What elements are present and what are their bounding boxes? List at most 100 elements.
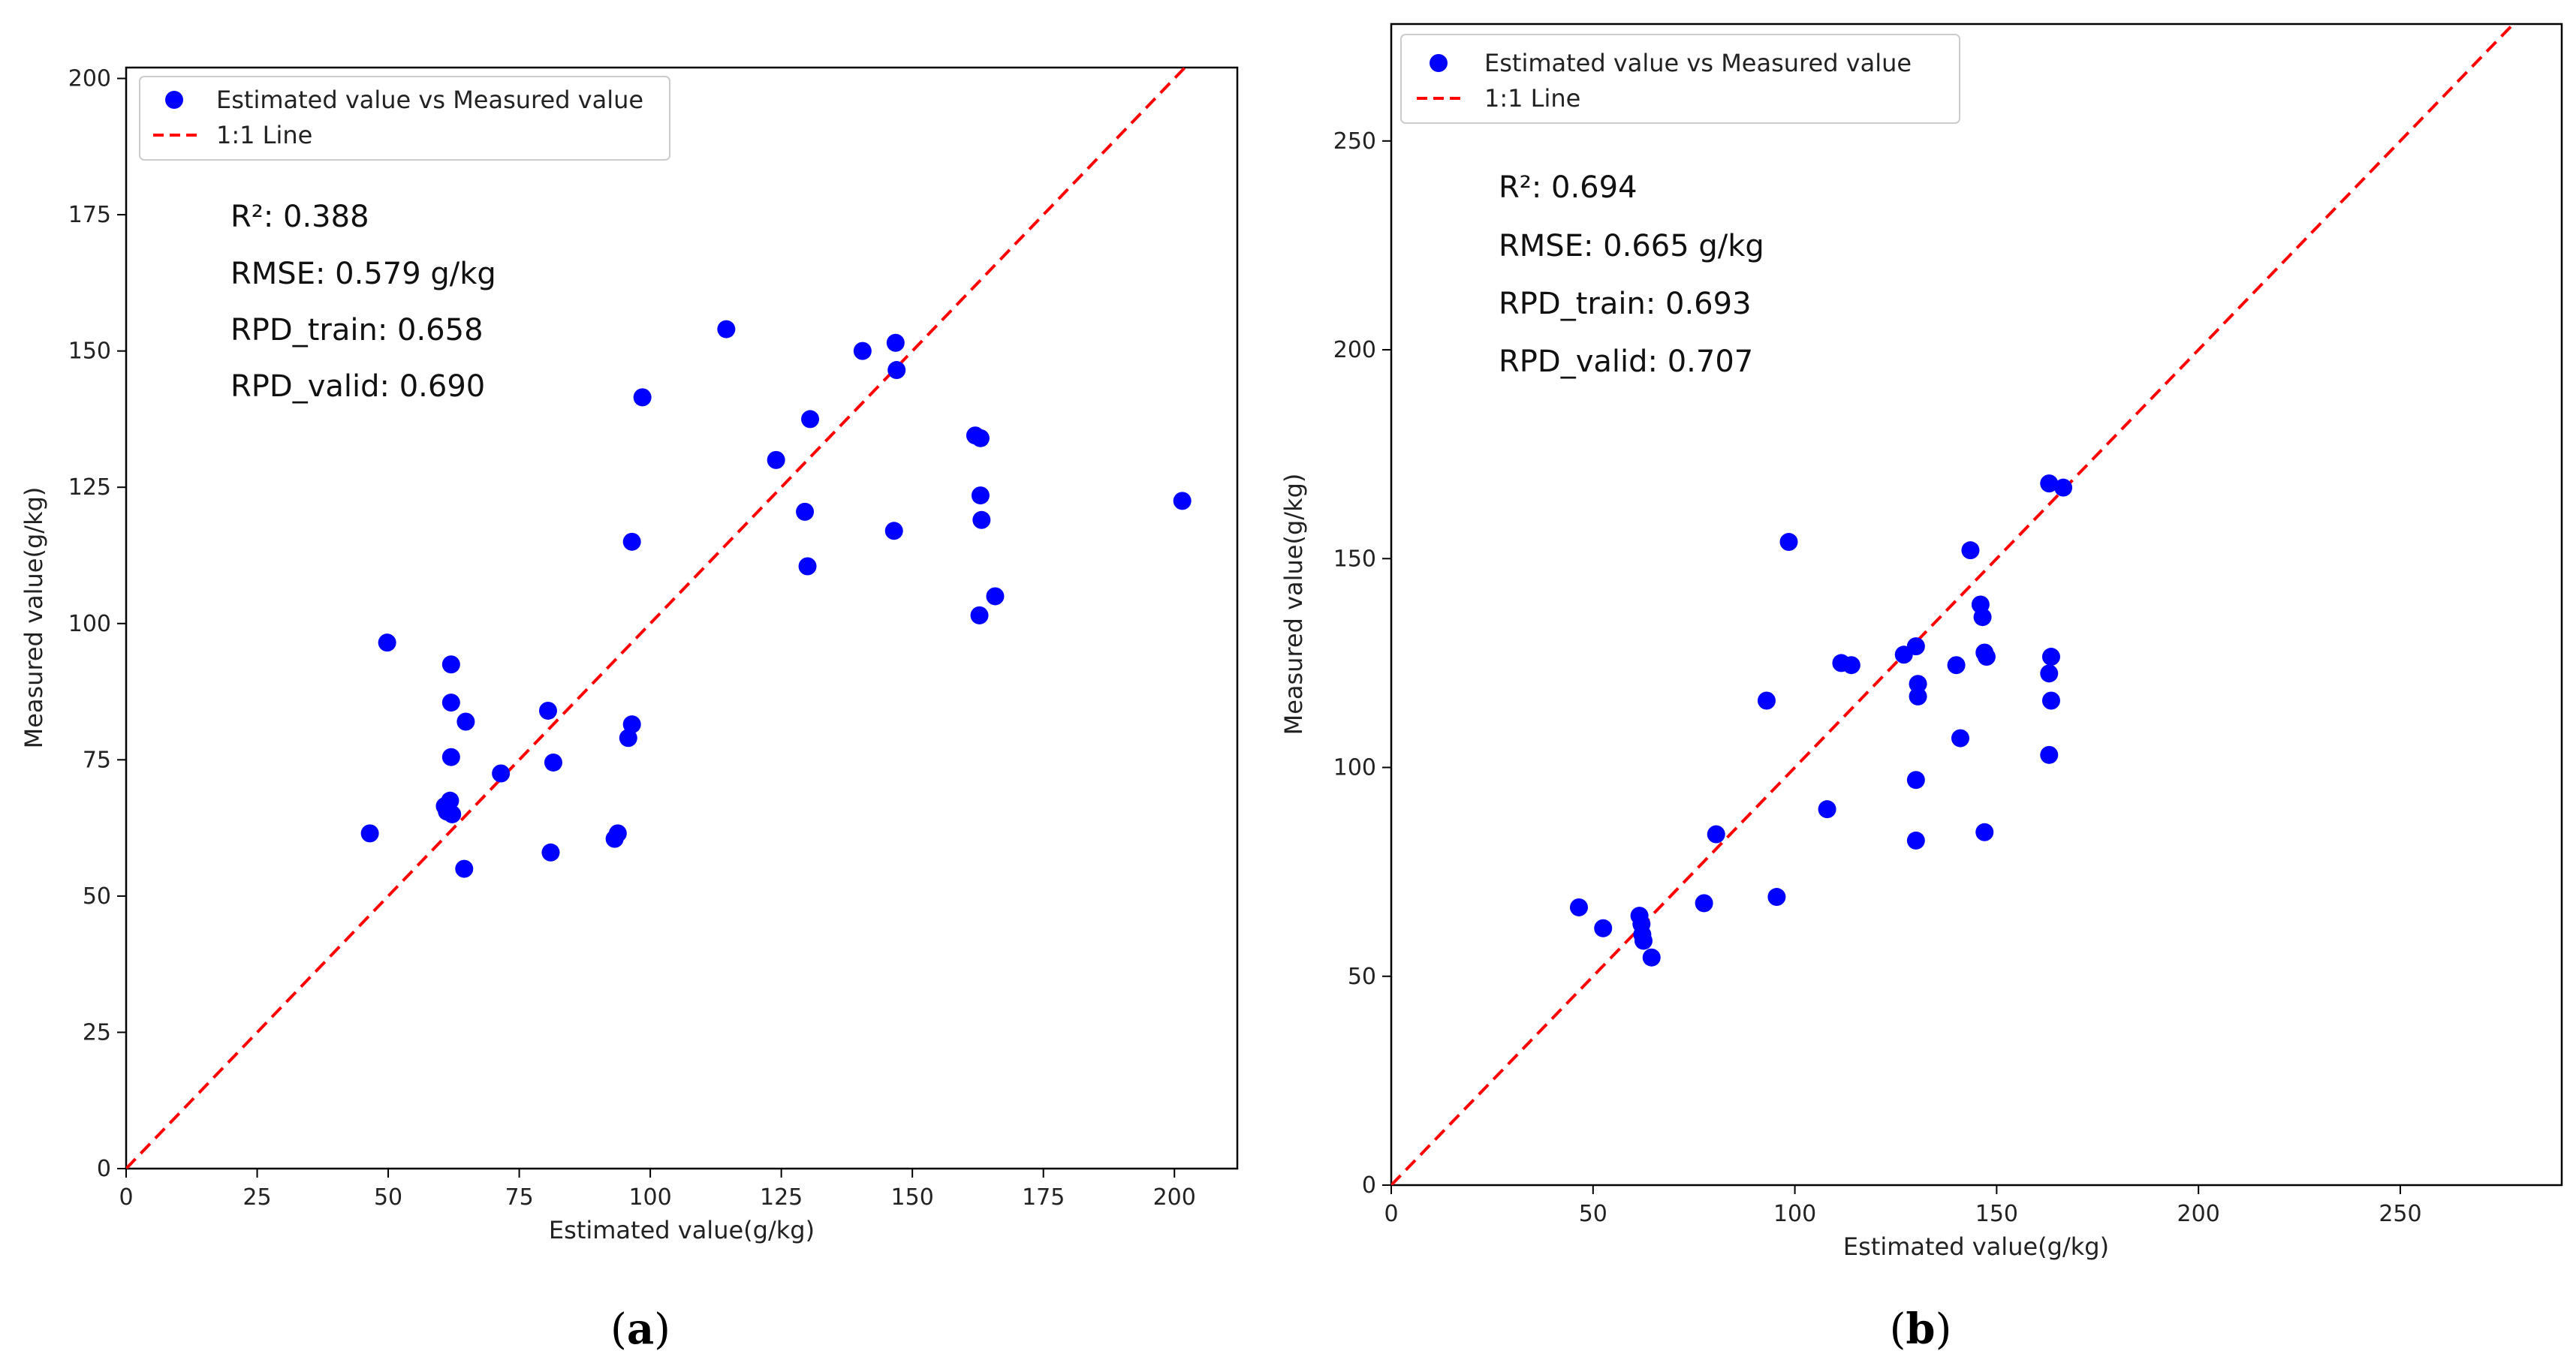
chart-a-data-point xyxy=(541,843,560,862)
chart-a-y-tick-label: 150 xyxy=(68,338,111,365)
chart-a-x-tick-label: 125 xyxy=(760,1184,803,1211)
chart-a-x-tick-label: 75 xyxy=(505,1184,533,1211)
chart-b-y-tick-label: 0 xyxy=(1362,1172,1376,1199)
chart-a-y-axis-label: Measured value(g/kg) xyxy=(20,487,48,749)
chart-b-data-point xyxy=(1909,675,1927,694)
chart-a-data-point xyxy=(360,824,379,843)
chart-b-ticks: 0 50 100 150 200 250 0 50 100 150 200 250 xyxy=(1333,128,2422,1227)
chart-b-data-point xyxy=(2040,474,2059,493)
chart-a-data-point xyxy=(887,361,906,380)
chart-a-data-point xyxy=(798,557,817,576)
chart-a-stat-rmse: RMSE: 0.579 g/kg xyxy=(230,257,496,291)
chart-b-data-point xyxy=(1973,608,1992,627)
chart-a-stats: R²: 0.388 RMSE: 0.579 g/kg RPD_train: 0.… xyxy=(230,200,496,404)
chart-b-data-point xyxy=(1951,729,1969,748)
chart-a-data-point xyxy=(441,655,460,674)
chart-b-data-point xyxy=(1594,919,1613,937)
chart-b-data-point xyxy=(1779,533,1798,552)
chart-b-x-axis-label: Estimated value(g/kg) xyxy=(1843,1232,2109,1261)
chart-a-data-point xyxy=(717,320,736,338)
chart-a-y-tick-label: 125 xyxy=(68,474,111,501)
chart-b-data-point xyxy=(1947,656,1966,675)
chart-a-data-point xyxy=(986,587,1005,606)
chart-a-data-point xyxy=(970,606,989,624)
chart-b-x-tick-label: 200 xyxy=(2177,1201,2220,1227)
chart-b-stat-rmse: RMSE: 0.665 g/kg xyxy=(1499,229,1764,263)
chart-a-data-point xyxy=(971,429,990,447)
chart-b-data-point xyxy=(1707,825,1725,844)
chart-b-legend-box xyxy=(1400,34,1960,124)
chart-a-ticks: 0 25 50 75 100 125 150 175 200 0 25 50 75 100 125 150 17… xyxy=(68,66,1196,1211)
chart-b-stats: R²: 0.694 RMSE: 0.665 g/kg RPD_train: 0.… xyxy=(1499,170,1764,379)
chart-a-x-tick-label: 150 xyxy=(891,1184,934,1211)
chart-b-data-point xyxy=(2054,478,2073,497)
chart-a-y-tick-label: 200 xyxy=(68,66,111,92)
chart-a-data-point xyxy=(622,715,641,734)
chart-b-x-tick-label: 100 xyxy=(1773,1201,1816,1227)
chart-b-stat-r2: R²: 0.694 xyxy=(1499,170,1637,205)
chart-a-legend-scatter-label: Estimated value vs Measured value xyxy=(216,86,643,114)
chart-a-legend-line-label: 1:1 Line xyxy=(216,121,312,149)
chart-a-data-point xyxy=(886,333,905,352)
chart-a-legend: Estimated value vs Measured value 1:1 Li… xyxy=(139,76,670,161)
chart-a-legend-scatter-marker xyxy=(165,91,183,109)
chart-a-x-tick-label: 200 xyxy=(1153,1184,1196,1211)
chart-b-x-tick-label: 250 xyxy=(2379,1201,2421,1227)
chart-b-data-point xyxy=(1909,687,1927,706)
chart-a-x-tick-label: 100 xyxy=(628,1184,671,1211)
chart-a-data-point xyxy=(544,753,562,772)
chart-a-data-point xyxy=(633,388,652,407)
chart-a-data-point xyxy=(441,791,459,810)
chart-b-y-tick-label: 250 xyxy=(1333,128,1376,155)
chart-a-x-tick-label: 175 xyxy=(1022,1184,1065,1211)
chart-b-data-point xyxy=(1757,691,1776,710)
chart-a-one-to-one-line xyxy=(126,68,1187,1169)
chart-b-y-tick-label: 200 xyxy=(1333,337,1376,363)
chart-b-legend-scatter-label: Estimated value vs Measured value xyxy=(1484,49,1912,77)
chart-b-y-tick-label: 150 xyxy=(1333,546,1376,572)
chart-a-data-point xyxy=(971,486,990,505)
chart-b-data-point xyxy=(1642,948,1661,967)
chart-b-data-point xyxy=(1975,823,1994,841)
chart-b-data-point xyxy=(1906,637,1925,656)
chart-a-stat-rpd-train: RPD_train: 0.658 xyxy=(230,313,484,348)
chart-b-data-point xyxy=(2040,664,2059,683)
chart-a-data-point xyxy=(378,633,396,652)
chart-b-x-tick-label: 0 xyxy=(1384,1201,1398,1227)
chart-a-x-tick-label: 50 xyxy=(374,1184,402,1211)
chart-b: 0 50 100 150 200 250 0 50 100 150 200 250 Estimated… xyxy=(1279,23,2563,1354)
panel-b-caption: (b) xyxy=(1890,1304,1952,1354)
chart-a-data-point xyxy=(767,450,785,469)
chart-a-points xyxy=(360,320,1192,878)
chart-a-y-tick-label: 50 xyxy=(83,883,111,910)
chart-b-data-point xyxy=(1695,894,1713,913)
chart-a-data-point xyxy=(801,410,820,429)
chart-a-data-point xyxy=(441,694,460,712)
chart-a-plot-frame xyxy=(125,66,1239,1170)
chart-b-data-point xyxy=(2041,648,2060,666)
chart-a-data-point xyxy=(796,502,815,521)
chart-a-data-point xyxy=(608,824,627,843)
chart-a-data-point xyxy=(492,764,511,783)
chart-a-data-point xyxy=(622,532,641,551)
chart-b-legend-line-label: 1:1 Line xyxy=(1484,84,1580,113)
chart-a-data-point xyxy=(443,805,462,823)
chart-a-x-axis-label: Estimated value(g/kg) xyxy=(549,1216,815,1244)
chart-a-legend-box xyxy=(139,76,670,161)
chart-a-stat-r2: R²: 0.388 xyxy=(230,200,369,234)
chart-b-stat-rpd-valid: RPD_valid: 0.707 xyxy=(1499,345,1753,379)
chart-b-data-point xyxy=(1842,656,1860,675)
chart-a-y-tick-label: 175 xyxy=(68,202,111,228)
chart-b-data-point xyxy=(2041,691,2060,710)
chart-b-data-point xyxy=(1634,931,1653,950)
chart-a-y-tick-label: 0 xyxy=(97,1156,111,1182)
chart-b-data-point xyxy=(2040,745,2059,764)
chart-a-y-tick-label: 25 xyxy=(83,1019,111,1046)
panel-b-letter: b xyxy=(1906,1304,1935,1354)
chart-b-data-point xyxy=(1906,771,1925,790)
panel-a-letter: a xyxy=(627,1304,654,1354)
chart-a-y-tick-label: 100 xyxy=(68,611,111,637)
chart-a-y-tick-label: 75 xyxy=(83,747,111,773)
chart-a-data-point xyxy=(884,522,903,540)
